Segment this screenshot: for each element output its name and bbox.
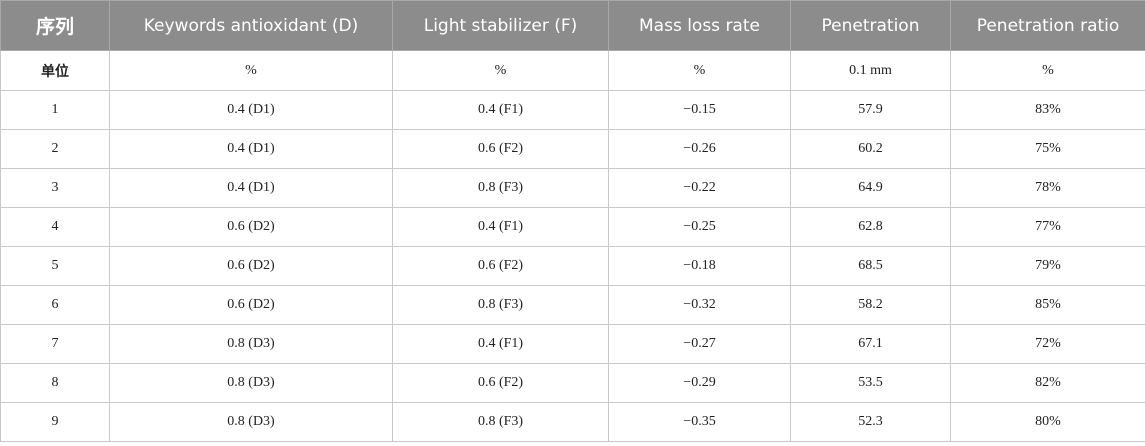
table-cell: 0.8 (F3): [392, 402, 609, 442]
table-cell: −0.26: [608, 129, 791, 169]
table-cell: 0.4 (F1): [392, 207, 609, 247]
table-row: 4 0.6 (D2) 0.4 (F1) −0.25 62.8 77%: [0, 207, 1145, 247]
table-cell: 0.6 (D2): [109, 285, 393, 325]
table-row: 8 0.8 (D3) 0.6 (F2) −0.29 53.5 82%: [0, 363, 1145, 403]
table-cell: 6: [0, 285, 110, 325]
table-row: 7 0.8 (D3) 0.4 (F1) −0.27 67.1 72%: [0, 324, 1145, 364]
table-cell: 60.2: [790, 129, 951, 169]
table-row: 9 0.8 (D3) 0.8 (F3) −0.35 52.3 80%: [0, 402, 1145, 442]
table-cell: 64.9: [790, 168, 951, 208]
table-cell: 62.8: [790, 207, 951, 247]
table-cell: 0.8 (D3): [109, 402, 393, 442]
table-cell: 0.6 (F2): [392, 363, 609, 403]
units-cell: %: [109, 50, 393, 91]
table-cell: 85%: [950, 285, 1145, 325]
table-cell: 0.4 (F1): [392, 90, 609, 130]
table-cell: 67.1: [790, 324, 951, 364]
table-cell: 0.4 (D1): [109, 90, 393, 130]
table-cell: 80%: [950, 402, 1145, 442]
table-cell: 78%: [950, 168, 1145, 208]
header-cell-light-stabilizer: Light stabilizer (F): [392, 0, 609, 51]
table-cell: 0.8 (F3): [392, 168, 609, 208]
table-cell: 58.2: [790, 285, 951, 325]
table-cell: 0.4 (D1): [109, 129, 393, 169]
table-cell: 72%: [950, 324, 1145, 364]
table-row: 2 0.4 (D1) 0.6 (F2) −0.26 60.2 75%: [0, 129, 1145, 169]
table-row: 3 0.4 (D1) 0.8 (F3) −0.22 64.9 78%: [0, 168, 1145, 208]
table-cell: 53.5: [790, 363, 951, 403]
table-cell: 0.8 (D3): [109, 324, 393, 364]
table-cell: 4: [0, 207, 110, 247]
header-cell-sequence: 序列: [0, 0, 110, 51]
table-cell: −0.18: [608, 246, 791, 286]
table-cell: −0.32: [608, 285, 791, 325]
table-cell: −0.15: [608, 90, 791, 130]
header-cell-mass-loss-rate: Mass loss rate: [608, 0, 791, 51]
units-cell: %: [950, 50, 1145, 91]
table-cell: 9: [0, 402, 110, 442]
table-cell: 7: [0, 324, 110, 364]
table-cell: 0.6 (F2): [392, 129, 609, 169]
header-cell-penetration: Penetration: [790, 0, 951, 51]
table-cell: 68.5: [790, 246, 951, 286]
table-cell: 57.9: [790, 90, 951, 130]
table-cell: 0.4 (F1): [392, 324, 609, 364]
units-row: 单位 % % % 0.1 mm %: [0, 50, 1145, 91]
table-row: 5 0.6 (D2) 0.6 (F2) −0.18 68.5 79%: [0, 246, 1145, 286]
header-cell-penetration-ratio: Penetration ratio: [950, 0, 1145, 51]
table-cell: 0.4 (D1): [109, 168, 393, 208]
table-cell: −0.22: [608, 168, 791, 208]
table-cell: 52.3: [790, 402, 951, 442]
table-cell: 75%: [950, 129, 1145, 169]
table-cell: −0.29: [608, 363, 791, 403]
table-cell: 0.6 (D2): [109, 207, 393, 247]
units-cell: 0.1 mm: [790, 50, 951, 91]
units-cell: 单位: [0, 50, 110, 91]
table-cell: −0.35: [608, 402, 791, 442]
header-cell-antioxidant: Keywords antioxidant (D): [109, 0, 393, 51]
table-cell: 1: [0, 90, 110, 130]
table-cell: 0.8 (F3): [392, 285, 609, 325]
table-cell: 83%: [950, 90, 1145, 130]
table-cell: 0.6 (F2): [392, 246, 609, 286]
table-cell: −0.25: [608, 207, 791, 247]
table-row: 6 0.6 (D2) 0.8 (F3) −0.32 58.2 85%: [0, 285, 1145, 325]
table-cell: 0.8 (D3): [109, 363, 393, 403]
table-cell: 3: [0, 168, 110, 208]
table-cell: −0.27: [608, 324, 791, 364]
table-cell: 5: [0, 246, 110, 286]
table-cell: 0.6 (D2): [109, 246, 393, 286]
units-cell: %: [392, 50, 609, 91]
table-row: 1 0.4 (D1) 0.4 (F1) −0.15 57.9 83%: [0, 90, 1145, 130]
table-cell: 79%: [950, 246, 1145, 286]
table-cell: 8: [0, 363, 110, 403]
table-cell: 82%: [950, 363, 1145, 403]
header-row: 序列 Keywords antioxidant (D) Light stabil…: [0, 0, 1145, 51]
table-cell: 2: [0, 129, 110, 169]
table-cell: 77%: [950, 207, 1145, 247]
units-cell: %: [608, 50, 791, 91]
